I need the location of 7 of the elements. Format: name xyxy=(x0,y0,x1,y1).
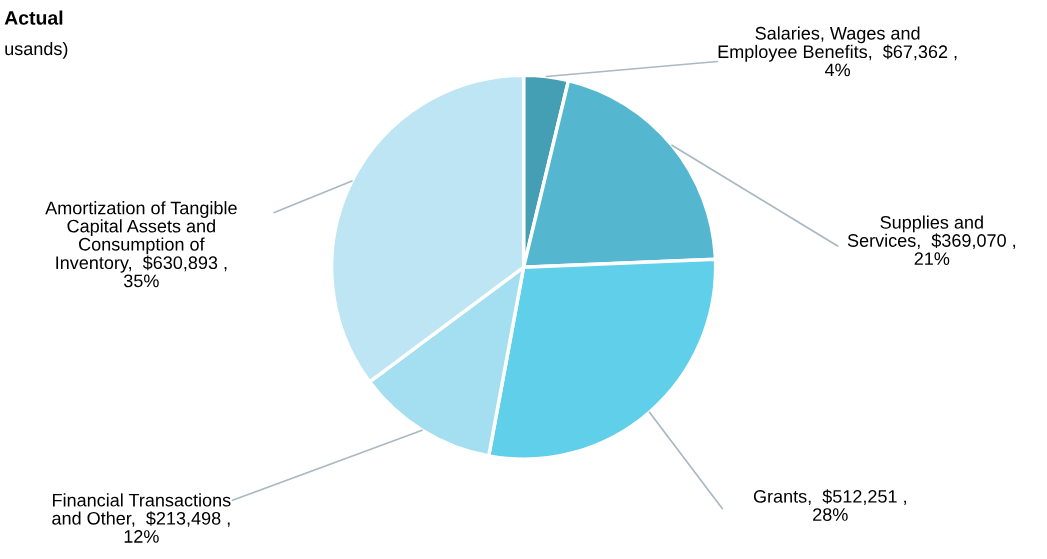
slice-label: Amortization of Tangible Capital Assets and Consumption of Inventory, $630,893 , 35% xyxy=(45,201,237,288)
slice-label: Supplies and Services, $369,070 , 21% xyxy=(847,215,1016,265)
chart-title: Actual xyxy=(4,10,63,25)
slice-label: Grants, $512,251 , 28% xyxy=(753,489,906,521)
text: usands) xyxy=(5,41,68,59)
slice-label: Salaries, Wages and Employee Benefits, $67,362 , 4% xyxy=(718,26,957,77)
slice-label: Financial Transactions and Other, $213,498 , 12% xyxy=(52,493,231,543)
